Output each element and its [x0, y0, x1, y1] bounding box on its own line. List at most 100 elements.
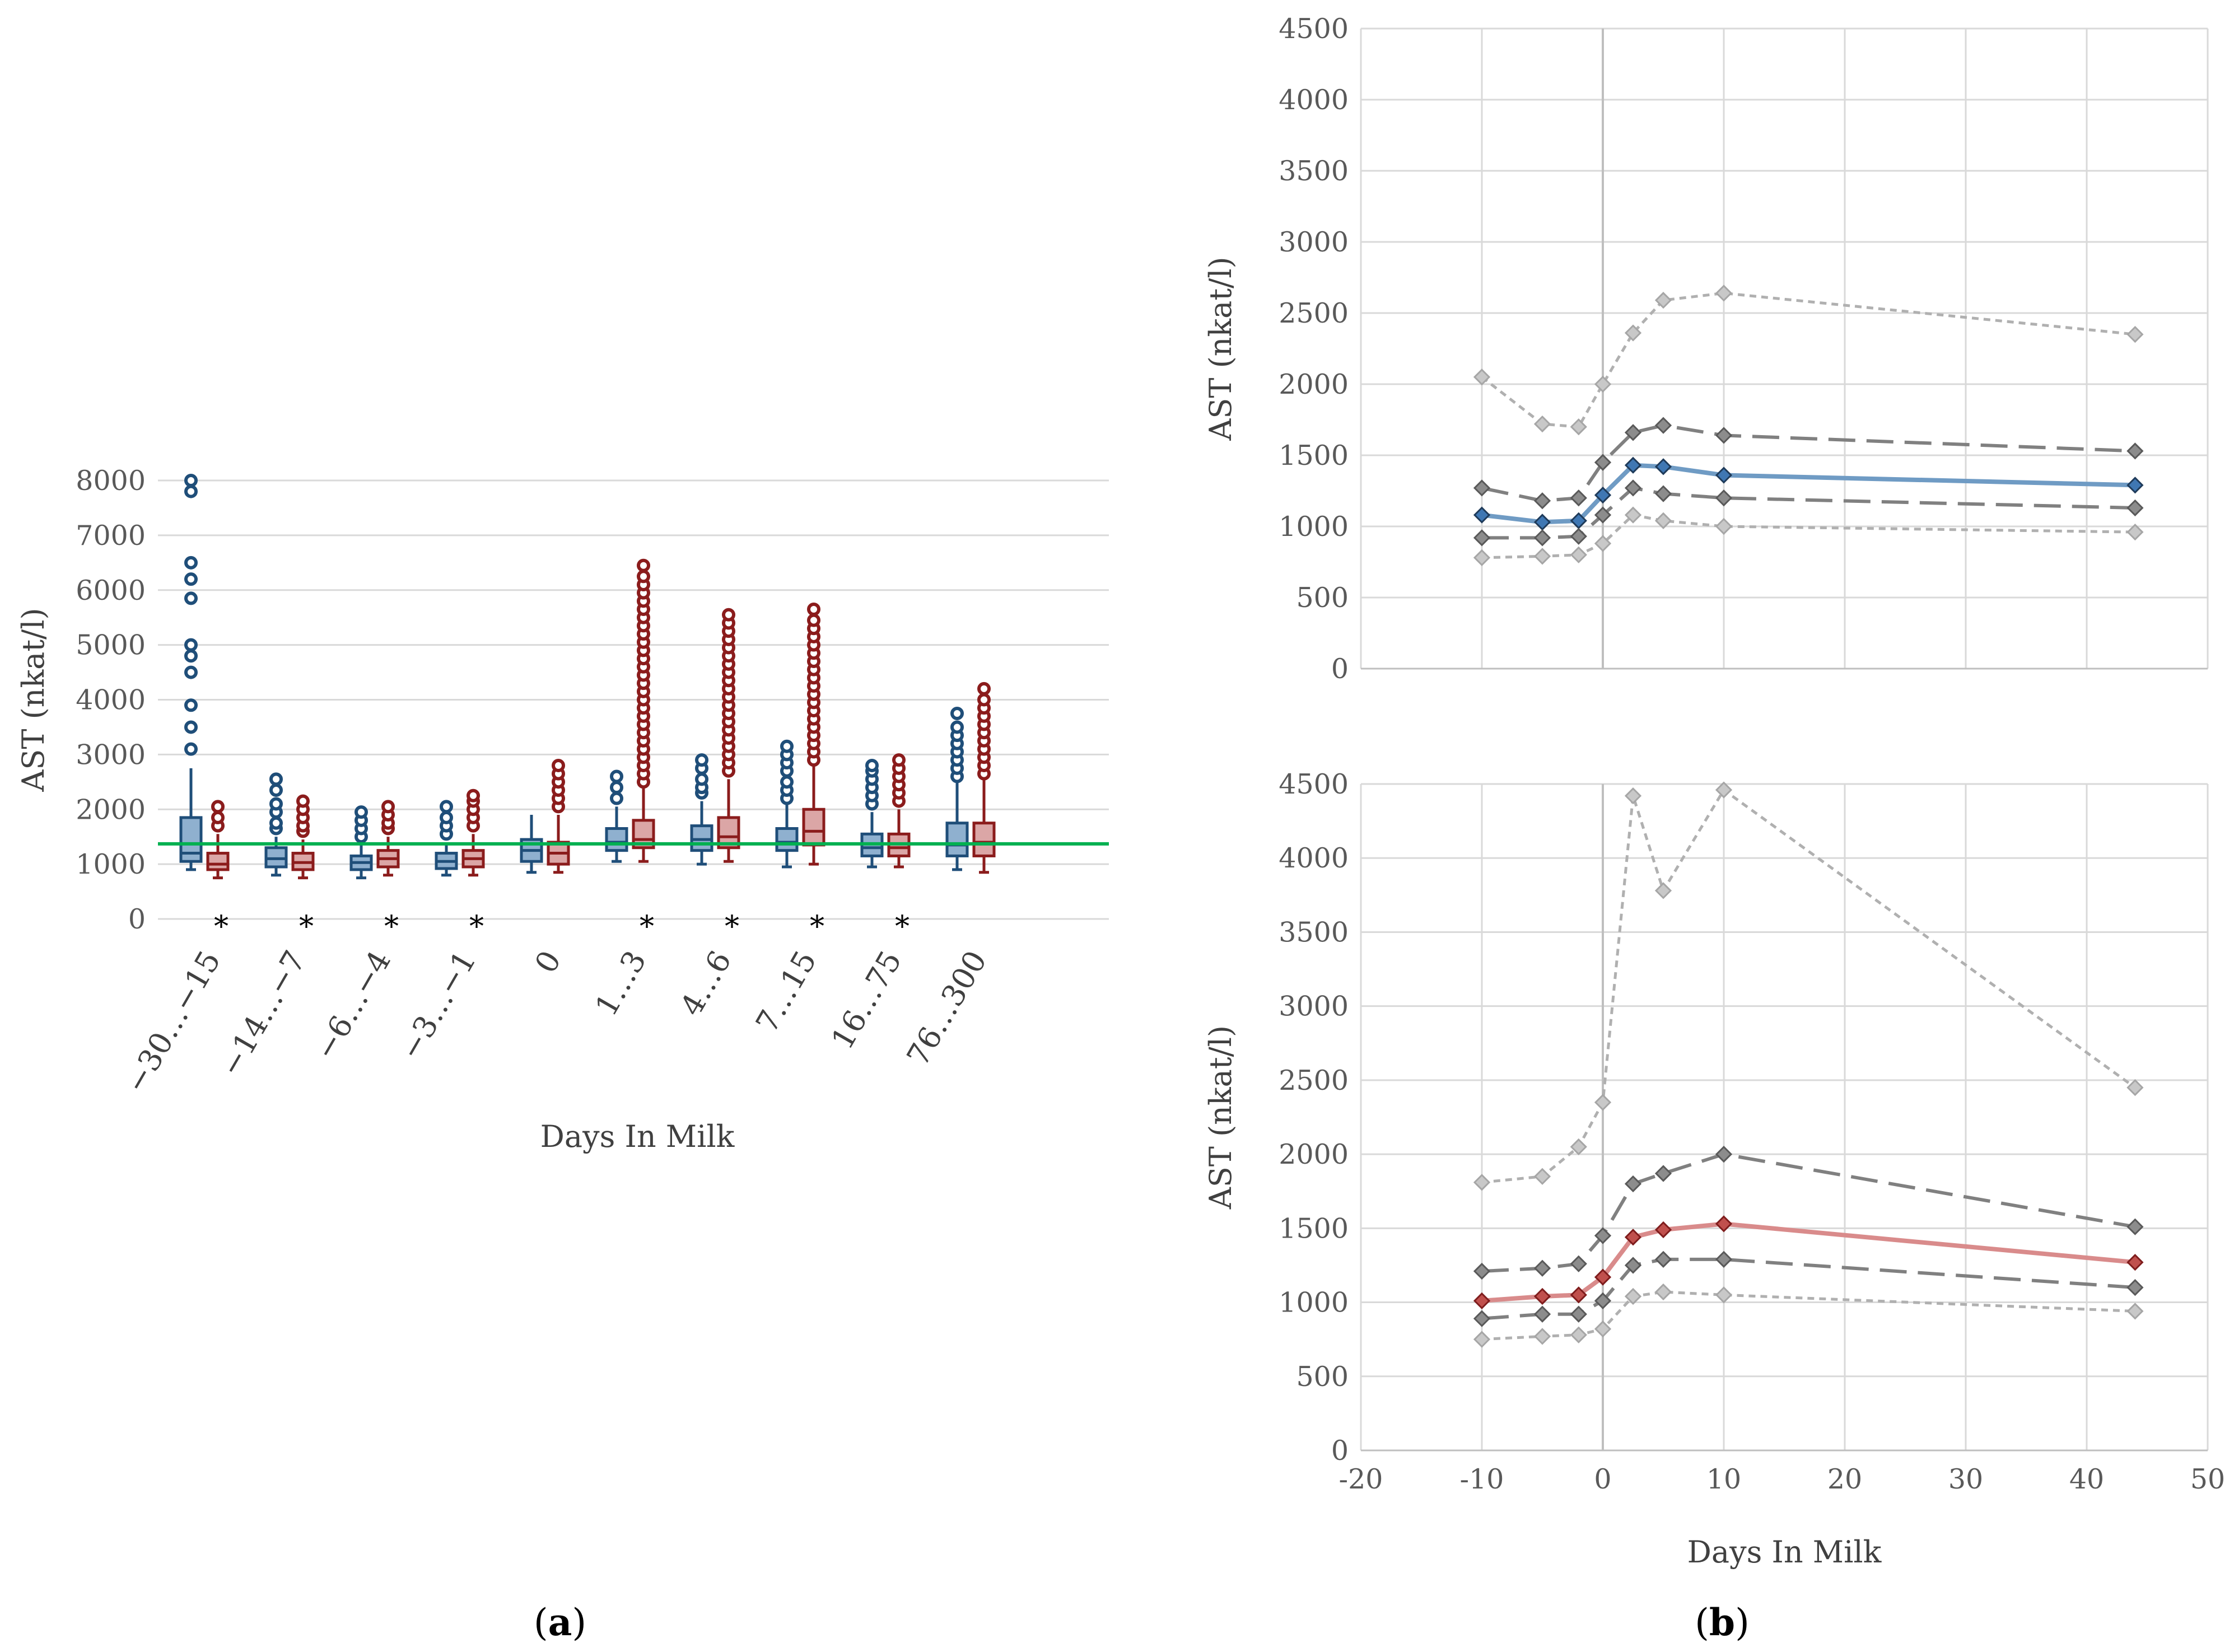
- series-line-inner: [1481, 1257, 2135, 1320]
- y-tick-label: 2000: [1279, 1138, 1349, 1170]
- outlier-point: [610, 781, 623, 795]
- data-point-marker: [1594, 375, 1612, 393]
- outlier-point: [184, 665, 198, 679]
- outlier-point: [296, 794, 310, 808]
- y-tick-label: 7000: [76, 520, 146, 552]
- y-tick-label: 1500: [1279, 1212, 1349, 1244]
- outlier-point: [610, 791, 623, 805]
- x-tick-label: 76…300: [900, 945, 994, 1072]
- outlier-point: [184, 742, 198, 756]
- data-point-marker: [1473, 1174, 1491, 1191]
- x-tick-label: 1…3: [588, 945, 653, 1022]
- data-point-marker: [2126, 499, 2144, 517]
- data-point-marker: [1624, 479, 1642, 497]
- x-tick-label: 0: [528, 945, 568, 979]
- box: [605, 827, 628, 852]
- y-tick-label: 0: [1331, 1435, 1349, 1467]
- outlier-point: [211, 800, 225, 814]
- x-tick-label: -10: [1460, 1463, 1504, 1495]
- y-tick-label: 4000: [1279, 842, 1349, 874]
- significance-marker: *: [640, 910, 654, 944]
- y-tick-label: 1500: [1279, 440, 1349, 472]
- y-tick-label: 6000: [76, 575, 146, 606]
- data-point-marker: [1594, 1094, 1612, 1111]
- data-point-marker: [1473, 529, 1491, 547]
- data-point-marker: [1594, 1292, 1612, 1310]
- outlier-point: [637, 570, 650, 584]
- y-axis-title: AST (nkat/l): [1203, 256, 1238, 441]
- y-axis-title: AST (nkat/l): [1203, 1025, 1238, 1210]
- significance-marker: *: [810, 910, 824, 944]
- data-point-marker: [2126, 1303, 2144, 1320]
- data-point-marker: [1715, 517, 1733, 535]
- panel-a-boxplot: 0 1000 2000 3000 4000 5000 6000 7000 8000 * * * * * * *…: [16, 465, 1109, 1154]
- data-point-marker: [2126, 524, 2144, 541]
- x-tick-label: −6…−4: [307, 945, 398, 1066]
- outlier-point: [184, 572, 198, 586]
- y-tick-label: 3000: [1279, 226, 1349, 258]
- panel-b-bottom-line-chart: 050010001500200025003000350040004500-20-…: [1203, 768, 2225, 1570]
- significance-marker: *: [384, 910, 399, 944]
- x-tick-label: 4…6: [673, 945, 738, 1022]
- data-point-marker: [1594, 506, 1612, 524]
- series-line-outer: [1481, 513, 2135, 559]
- data-point-marker: [1654, 1250, 1672, 1268]
- data-point-marker: [1715, 781, 1733, 799]
- data-point-marker: [1473, 1331, 1491, 1348]
- data-point-marker: [1533, 1305, 1551, 1323]
- data-point-marker: [1715, 1250, 1733, 1268]
- data-point-marker: [1473, 506, 1491, 524]
- data-point-marker: [1533, 1328, 1551, 1345]
- data-point-marker: [1624, 1175, 1642, 1193]
- x-tick-label: −30…−15: [118, 945, 228, 1099]
- data-point-marker: [1654, 485, 1672, 502]
- box: [775, 827, 799, 852]
- significance-marker: *: [725, 910, 739, 944]
- data-point-marker: [1533, 548, 1551, 565]
- outlier-point: [865, 758, 879, 772]
- y-tick-label: 2500: [1279, 1065, 1349, 1096]
- y-tick-label: 5000: [76, 629, 146, 661]
- box: [945, 822, 969, 857]
- outlier-point: [269, 783, 283, 797]
- y-tick-label: 3000: [76, 739, 146, 771]
- data-point-marker: [1715, 489, 1733, 507]
- outlier-point: [184, 474, 198, 487]
- data-point-marker: [2126, 1079, 2144, 1096]
- outlier-point: [552, 758, 565, 772]
- data-point-marker: [1594, 486, 1612, 504]
- data-point-marker: [1570, 1255, 1587, 1272]
- y-tick-label: 0: [128, 903, 146, 935]
- outlier-point: [807, 603, 820, 617]
- outlier-point: [381, 800, 395, 814]
- y-tick-label: 500: [1296, 582, 1349, 614]
- outlier-point: [977, 682, 991, 696]
- data-point-marker: [1654, 882, 1672, 899]
- significance-marker: *: [299, 910, 314, 944]
- outlier-point: [184, 649, 198, 663]
- significance-marker: *: [895, 910, 910, 944]
- y-tick-label: 2000: [1279, 368, 1349, 400]
- series-line-inner: [1481, 1152, 2135, 1273]
- outlier-point: [695, 772, 708, 786]
- outlier-point: [184, 591, 198, 605]
- x-tick-label: 30: [1948, 1463, 1983, 1495]
- outlier-point: [950, 720, 964, 734]
- x-axis-title: Days In Milk: [1687, 1534, 1882, 1570]
- outlier-point: [355, 805, 368, 819]
- x-tick-label: 0: [1594, 1463, 1611, 1495]
- data-point-marker: [2126, 325, 2144, 343]
- box: [972, 822, 996, 857]
- y-tick-label: 4500: [1279, 13, 1349, 45]
- data-point-marker: [1624, 787, 1642, 805]
- outlier-point: [695, 753, 708, 767]
- data-point-marker: [1624, 424, 1642, 441]
- outlier-point: [892, 753, 906, 767]
- outlier-point: [440, 810, 453, 824]
- data-point-marker: [1570, 1138, 1587, 1156]
- x-tick-label: 20: [1827, 1463, 1862, 1495]
- data-point-marker: [2126, 442, 2144, 460]
- data-point-marker: [1624, 456, 1642, 474]
- data-point-marker: [1570, 546, 1587, 563]
- significance-marker: *: [214, 910, 228, 944]
